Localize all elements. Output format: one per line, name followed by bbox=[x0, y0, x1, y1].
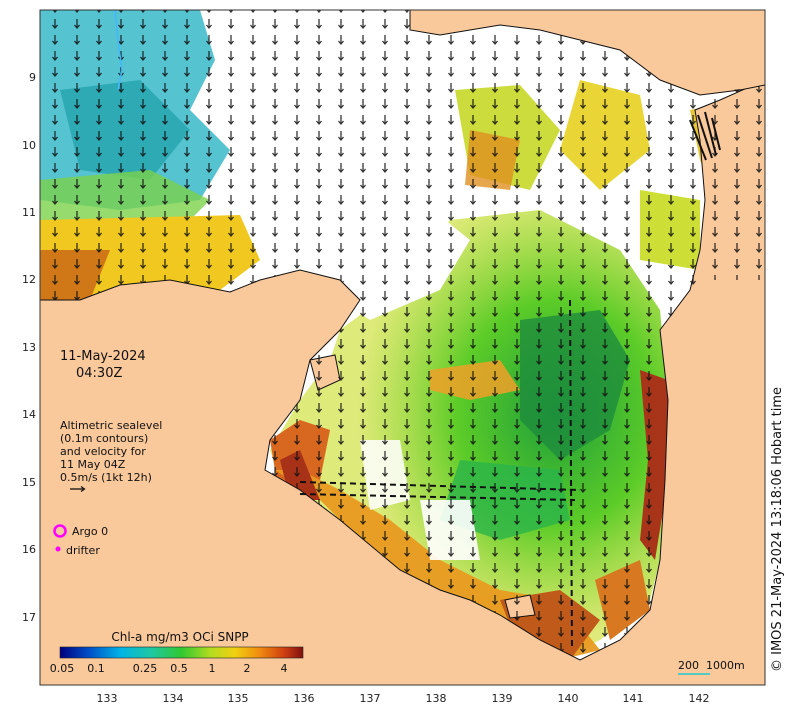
colorbar-tick: 2 bbox=[244, 662, 251, 675]
x-tick-label: 138 bbox=[426, 692, 447, 705]
x-tick-label: 140 bbox=[558, 692, 579, 705]
scale-bar: 200 1000m bbox=[678, 659, 745, 675]
credit-text: © IMOS 21-May-2024 13:18:06 Hobart time bbox=[770, 387, 785, 672]
plot-frame bbox=[39, 9, 766, 686]
y-tick-label: 16 bbox=[22, 543, 36, 556]
x-axis: 133 134 135 136 137 138 139 140 141 142 bbox=[97, 692, 710, 705]
velocity-arrows bbox=[40, 10, 765, 660]
legend-line: and velocity for bbox=[60, 445, 146, 458]
scale-bar-label-2: 1000m bbox=[706, 659, 745, 672]
x-tick-label: 142 bbox=[689, 692, 710, 705]
colorbar: Chl-a mg/m3 OCi SNPP 0.05 0.1 0.25 0.5 1… bbox=[50, 630, 304, 675]
x-tick-label: 133 bbox=[97, 692, 118, 705]
colorbar-tick: 0.5 bbox=[170, 662, 188, 675]
colorbar-tick: 4 bbox=[281, 662, 288, 675]
colorbar-tick: 0.25 bbox=[133, 662, 158, 675]
drifter-marker-icon bbox=[55, 546, 61, 552]
y-tick-label: 12 bbox=[22, 273, 36, 286]
y-tick-label: 11 bbox=[22, 206, 36, 219]
legend-line: 11 May 04Z bbox=[60, 458, 126, 471]
velocity-scale-arrow-icon bbox=[70, 486, 86, 492]
y-tick-label: 15 bbox=[22, 476, 36, 489]
colorbar-tick: 0.1 bbox=[87, 662, 105, 675]
legend-line: 0.5m/s (1kt 12h) bbox=[60, 471, 152, 484]
argo-label: Argo 0 bbox=[72, 525, 109, 538]
map-date-label: 11-May-2024 bbox=[60, 349, 146, 364]
colorbar-tick: 0.05 bbox=[50, 662, 75, 675]
y-tick-label: 10 bbox=[22, 139, 36, 152]
y-tick-label: 17 bbox=[22, 611, 36, 624]
legend-line: (0.1m contours) bbox=[60, 432, 149, 445]
x-tick-label: 137 bbox=[360, 692, 381, 705]
y-tick-label: 9 bbox=[29, 71, 36, 84]
drifter-label: drifter bbox=[66, 544, 100, 557]
y-tick-label: 14 bbox=[22, 408, 36, 421]
x-tick-label: 136 bbox=[294, 692, 315, 705]
scale-bar-label-1: 200 bbox=[678, 659, 699, 672]
current-streak bbox=[299, 481, 581, 501]
colorbar-tick: 1 bbox=[209, 662, 216, 675]
x-tick-label: 135 bbox=[228, 692, 249, 705]
y-tick-label: 13 bbox=[22, 341, 36, 354]
colorbar-title: Chl-a mg/m3 OCi SNPP bbox=[111, 630, 248, 644]
torres-strait-strong-arrows bbox=[689, 111, 721, 161]
colorbar-gradient bbox=[59, 646, 304, 659]
map-time-label: 04:30Z bbox=[76, 366, 123, 381]
x-tick-label: 141 bbox=[623, 692, 644, 705]
argo-marker-icon bbox=[53, 524, 67, 538]
x-tick-label: 139 bbox=[492, 692, 513, 705]
x-tick-label: 134 bbox=[163, 692, 184, 705]
legend-line: Altimetric sealevel bbox=[60, 419, 163, 432]
y-axis: 9 10 11 12 13 14 15 16 17 bbox=[22, 71, 36, 624]
